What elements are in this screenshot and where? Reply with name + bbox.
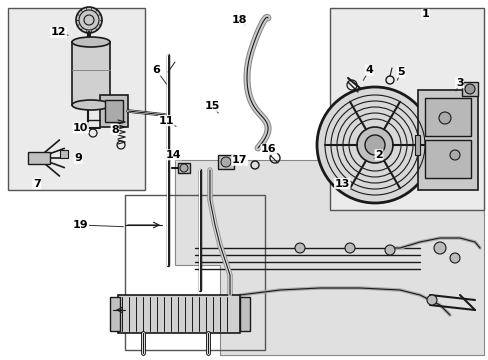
Text: 4: 4: [365, 65, 372, 75]
Bar: [28, 152, 50, 164]
Bar: [218, 155, 234, 169]
Text: 10: 10: [73, 123, 88, 133]
Bar: [118, 295, 240, 333]
Circle shape: [356, 127, 392, 163]
Bar: [8, 8, 145, 190]
Text: 16: 16: [261, 144, 276, 154]
Ellipse shape: [72, 100, 110, 110]
Ellipse shape: [72, 37, 110, 47]
Bar: [105, 100, 123, 122]
Text: 3: 3: [455, 78, 463, 88]
Circle shape: [221, 157, 230, 167]
Circle shape: [433, 242, 445, 254]
Circle shape: [438, 112, 450, 124]
Circle shape: [364, 135, 384, 155]
Text: 6: 6: [152, 65, 160, 75]
Circle shape: [449, 253, 459, 263]
Text: 19: 19: [73, 220, 88, 230]
Bar: [424, 140, 470, 178]
Bar: [329, 8, 483, 210]
Bar: [417, 90, 477, 190]
Bar: [414, 135, 419, 155]
Bar: [178, 163, 190, 173]
Bar: [125, 195, 264, 350]
Bar: [72, 42, 110, 105]
Text: 12: 12: [51, 27, 66, 37]
Text: 15: 15: [204, 101, 220, 111]
Circle shape: [294, 243, 305, 253]
Text: 17: 17: [231, 155, 247, 165]
Bar: [60, 150, 68, 158]
Circle shape: [384, 245, 394, 255]
Text: 8: 8: [111, 125, 119, 135]
Text: 9: 9: [74, 153, 82, 163]
Circle shape: [180, 164, 187, 172]
Circle shape: [76, 7, 102, 33]
Bar: [110, 297, 120, 331]
Text: 7: 7: [33, 179, 41, 189]
Text: 5: 5: [396, 67, 404, 77]
Bar: [100, 95, 128, 127]
Bar: [424, 98, 470, 136]
Circle shape: [449, 150, 459, 160]
Circle shape: [345, 243, 354, 253]
Text: 13: 13: [334, 179, 349, 189]
Circle shape: [316, 87, 432, 203]
Text: 2: 2: [374, 150, 382, 160]
Circle shape: [426, 295, 436, 305]
Polygon shape: [175, 160, 483, 355]
Text: 18: 18: [231, 15, 247, 25]
Text: 11: 11: [158, 116, 174, 126]
Bar: [240, 297, 249, 331]
Text: 1: 1: [421, 9, 428, 19]
Text: 14: 14: [165, 150, 181, 160]
Bar: [461, 82, 477, 96]
Circle shape: [464, 84, 474, 94]
